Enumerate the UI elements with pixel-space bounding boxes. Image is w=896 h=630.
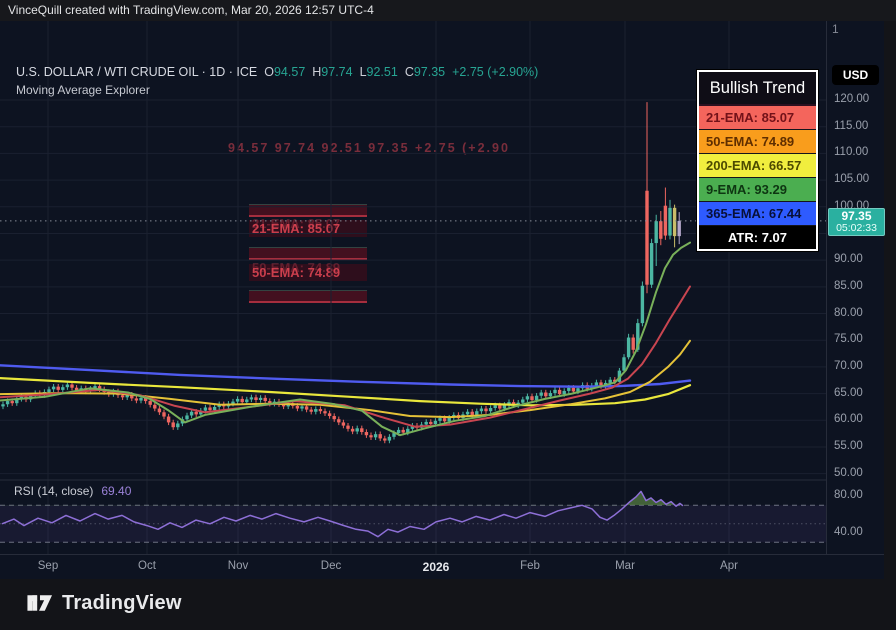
legend-row-ema200: 200-EMA: 66.57	[699, 154, 816, 178]
price-tick-label: 80.00	[834, 306, 863, 319]
rsi-tick-label: 80.00	[834, 489, 863, 501]
legend-row-ema50: 50-EMA: 74.89	[699, 130, 816, 154]
time-axis-label: Dec	[320, 560, 342, 572]
ema-legend-panel: Bullish Trend 21-EMA: 85.07 50-EMA: 74.8…	[697, 70, 818, 251]
currency-button[interactable]: USD	[832, 65, 879, 85]
high-label: H	[312, 65, 322, 79]
pane-index-label: 1	[832, 22, 839, 36]
attribution-bar: VinceQuill created with TradingView.com,…	[0, 0, 896, 21]
price-tick-label: 110.00	[834, 146, 869, 159]
last-price-badge[interactable]: 97.35 05:02:33	[828, 207, 885, 236]
chart-pane[interactable]: 94.57 97.74 92.51 97.35 +2.75 (+2.90 21-…	[0, 21, 826, 554]
brand-bar: TradingView	[0, 579, 896, 630]
symbol-header: U.S. DOLLAR / WTI CRUDE OIL · 1D · ICE O9…	[16, 65, 538, 97]
legend-row-ema21: 21-EMA: 85.07	[699, 106, 816, 130]
price-tick-label: 55.00	[834, 439, 863, 452]
right-margin	[884, 21, 896, 579]
indicator-title[interactable]: Moving Average Explorer	[16, 83, 150, 97]
rsi-label[interactable]: RSI (14, close)	[14, 484, 94, 498]
tradingview-logo-text: TradingView	[62, 591, 182, 614]
price-tick-label: 65.00	[834, 386, 863, 399]
legend-row-atr: ATR: 7.07	[699, 226, 816, 249]
attribution-text: VinceQuill created with TradingView.com,…	[8, 3, 374, 17]
rsi-value: 69.40	[101, 484, 132, 498]
bar-countdown: 05:02:33	[836, 221, 877, 234]
symbol-title[interactable]: U.S. DOLLAR / WTI CRUDE OIL · 1D · ICE	[16, 65, 258, 79]
price-tick-label: 85.00	[834, 279, 863, 292]
time-axis-label: Sep	[37, 560, 59, 572]
legend-row-ema9: 9-EMA: 93.29	[699, 178, 816, 202]
price-tick-label: 60.00	[834, 413, 863, 426]
last-price-value: 97.35	[841, 208, 872, 223]
tradingview-logo-icon	[27, 595, 53, 611]
time-axis-label: Feb	[520, 560, 540, 572]
time-axis-label: 2026	[422, 560, 450, 574]
time-scale[interactable]: Sep Oct Nov Dec 2026 Feb Mar Apr	[0, 554, 884, 579]
price-tick-label: 105.00	[834, 173, 870, 186]
close-label: C	[404, 65, 414, 79]
price-tick-label: 120.00	[834, 93, 870, 105]
rsi-tick-label: 40.00	[834, 526, 863, 538]
legend-row-ema365: 365-EMA: 67.44	[699, 202, 816, 226]
close-value: 97.35	[413, 65, 446, 79]
time-axis-label: Nov	[227, 560, 249, 572]
open-value: 94.57	[273, 65, 306, 79]
price-tick-label: 70.00	[834, 359, 863, 372]
price-tick-label: 90.00	[834, 253, 863, 266]
time-axis-label: Oct	[138, 560, 156, 572]
time-axis-label: Apr	[720, 560, 738, 572]
low-label: L	[359, 65, 367, 79]
price-tick-label: 50.00	[834, 466, 863, 479]
high-value: 97.74	[321, 65, 353, 79]
low-value: 92.51	[366, 65, 398, 79]
trend-status-label: Bullish Trend	[699, 72, 816, 106]
price-scale[interactable]: 1 USD 97.35 05:02:33 120.00 115.00 110.00 1…	[826, 21, 885, 554]
open-label: O	[264, 65, 274, 79]
change-value: +2.75 (+2.90%)	[452, 65, 539, 79]
price-tick-label: 75.00	[834, 333, 863, 346]
rsi-pane-header: RSI (14, close) 69.40	[14, 484, 131, 498]
tradingview-logo-link[interactable]: TradingView	[26, 591, 182, 615]
price-tick-label: 115.00	[834, 119, 869, 132]
candlestick-chart-canvas[interactable]	[0, 21, 826, 554]
time-axis-label: Mar	[615, 560, 635, 572]
